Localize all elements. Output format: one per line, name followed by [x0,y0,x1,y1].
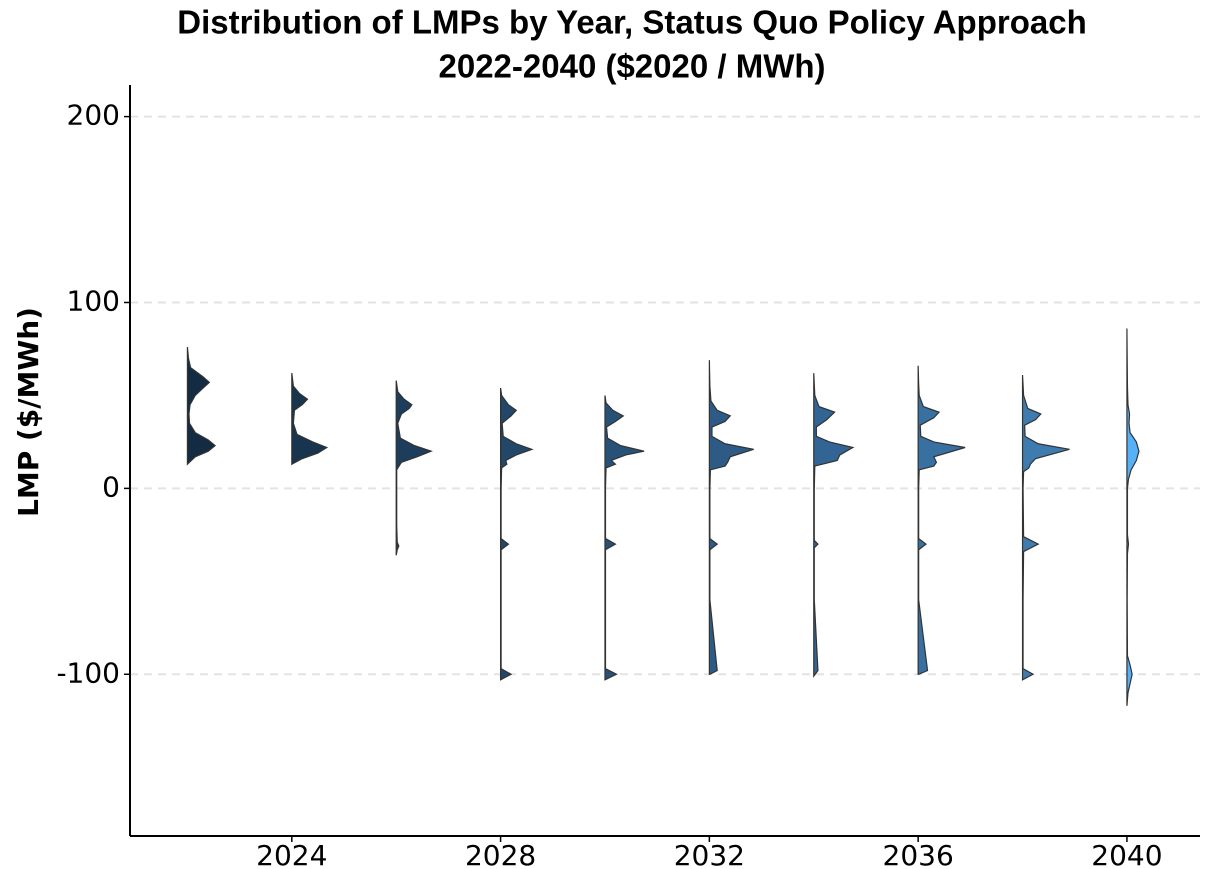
violin [186,347,217,466]
x-tick-label: 2028 [465,839,536,869]
x-tick-label: 2032 [674,839,745,869]
chart-subtitle: 2022-2040 ($2020 / MWh) [438,48,825,85]
y-tick-label: 100 [67,284,120,317]
violin [395,380,433,556]
y-tick-label: -100 [56,656,120,689]
y-tick-label: 0 [102,470,120,503]
violin [499,387,534,681]
violin [291,373,329,466]
x-tick-label: 2024 [256,839,327,869]
violin [604,395,645,681]
violin [1126,328,1140,706]
violin [1021,374,1070,681]
x-tick-label: 2036 [883,839,954,869]
violin [917,365,966,675]
violin [813,373,855,678]
violin [708,360,754,675]
y-tick-label: 200 [67,99,120,132]
y-axis-label: LMP ($/MWh) [12,307,45,517]
chart-title: Distribution of LMPs by Year, Status Quo… [177,4,1086,41]
x-tick-label: 2040 [1091,839,1162,869]
